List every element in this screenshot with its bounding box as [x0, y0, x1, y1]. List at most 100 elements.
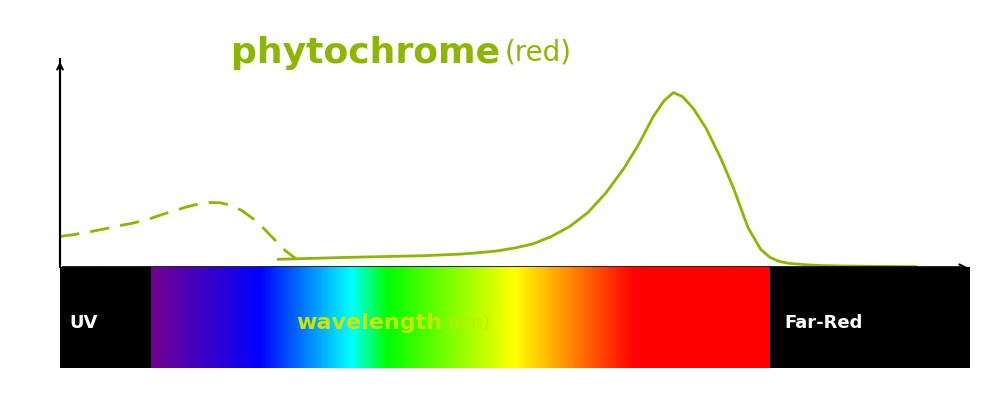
Bar [219, 267, 220, 368]
Bar [158, 267, 160, 368]
Bar [201, 267, 202, 368]
Bar [392, 267, 394, 368]
Bar [354, 267, 355, 368]
Bar [199, 267, 201, 368]
Bar [303, 267, 304, 368]
Bar [644, 267, 645, 368]
Bar [326, 267, 327, 368]
Bar [748, 267, 749, 368]
Bar [567, 267, 568, 368]
Bar [432, 267, 433, 368]
Bar [162, 267, 163, 368]
Bar [349, 267, 350, 368]
Bar [413, 267, 415, 368]
Bar [486, 267, 488, 368]
Bar [411, 267, 412, 368]
Bar [329, 267, 330, 368]
Bar [620, 267, 621, 368]
Bar [730, 267, 731, 368]
Bar [301, 267, 302, 368]
Bar [519, 267, 520, 368]
Bar [425, 267, 426, 368]
Bar [541, 267, 542, 368]
Bar [464, 267, 465, 368]
Bar [589, 267, 590, 368]
Bar [394, 267, 395, 368]
Bar [245, 267, 246, 368]
Bar [731, 267, 733, 368]
Bar [530, 267, 531, 368]
Bar [153, 267, 155, 368]
Bar [526, 267, 527, 368]
Bar [266, 267, 267, 368]
Bar [426, 267, 427, 368]
Bar [387, 267, 389, 368]
Bar [241, 267, 243, 368]
Bar [272, 267, 274, 368]
Bar [575, 267, 577, 368]
Bar [725, 267, 726, 368]
Bar [535, 267, 536, 368]
Bar [658, 267, 660, 368]
Bar [573, 267, 574, 368]
Bar [473, 267, 474, 368]
Bar [677, 267, 678, 368]
Bar [496, 267, 498, 368]
Bar [406, 267, 407, 368]
Bar [264, 267, 265, 368]
Bar [465, 267, 467, 368]
Bar [691, 267, 692, 368]
Bar [765, 267, 766, 368]
Bar [214, 267, 215, 368]
Bar [350, 267, 351, 368]
Bar [436, 267, 437, 368]
Bar [434, 267, 436, 368]
Bar [251, 267, 252, 368]
Bar [175, 267, 176, 368]
Bar [312, 267, 313, 368]
Bar [267, 267, 269, 368]
Bar [746, 267, 748, 368]
Bar [197, 267, 198, 368]
Bar [769, 267, 770, 368]
Bar [501, 267, 502, 368]
Bar [447, 267, 448, 368]
Bar [460, 267, 462, 368]
Bar [536, 267, 537, 368]
Bar [400, 267, 401, 368]
Bar [208, 267, 209, 368]
Bar [660, 267, 661, 368]
Bar [640, 267, 641, 368]
Bar [520, 267, 521, 368]
Bar [661, 267, 662, 368]
Bar [165, 267, 166, 368]
Bar [490, 267, 491, 368]
Bar [198, 267, 199, 368]
Bar [750, 267, 751, 368]
Bar [675, 267, 676, 368]
Bar [454, 267, 455, 368]
Bar [337, 267, 338, 368]
Bar [532, 267, 533, 368]
Bar [557, 267, 558, 368]
Text: (nm): (nm) [448, 314, 491, 332]
Bar [697, 267, 698, 368]
Bar [704, 267, 705, 368]
Bar [304, 267, 306, 368]
Bar [516, 267, 517, 368]
Text: phytochrome: phytochrome [231, 36, 500, 70]
Bar [151, 267, 152, 368]
Bar [735, 267, 736, 368]
Bar [734, 267, 735, 368]
Bar [384, 267, 385, 368]
Bar [171, 267, 172, 368]
Bar [579, 267, 580, 368]
Bar [584, 267, 585, 368]
Bar [510, 267, 511, 368]
Bar [625, 267, 626, 368]
Bar [479, 267, 480, 368]
Bar [277, 267, 278, 368]
Bar [187, 267, 188, 368]
Bar [453, 267, 454, 368]
Bar [645, 267, 646, 368]
